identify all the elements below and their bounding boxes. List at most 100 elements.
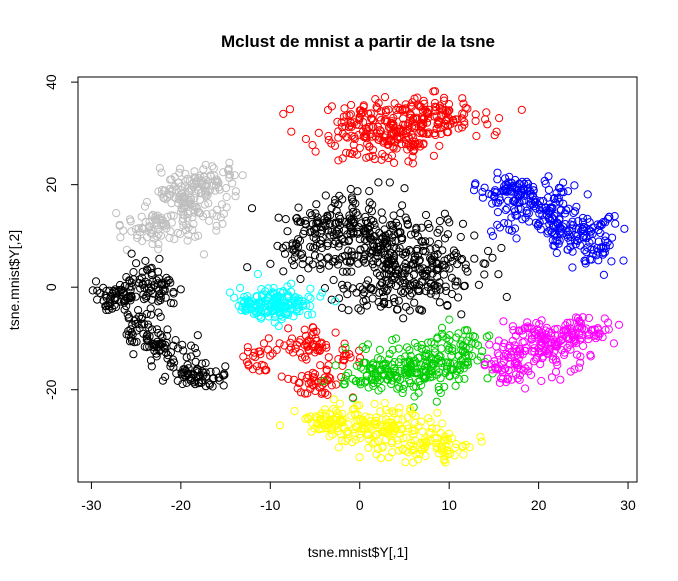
data-point bbox=[441, 282, 450, 291]
cluster-cyan bbox=[225, 269, 340, 331]
data-point bbox=[424, 219, 433, 229]
data-point bbox=[430, 98, 440, 108]
data-point bbox=[112, 209, 121, 218]
data-point bbox=[435, 141, 444, 150]
data-point bbox=[406, 406, 415, 415]
data-point bbox=[310, 244, 320, 253]
data-point bbox=[361, 258, 370, 267]
data-point bbox=[116, 285, 126, 294]
data-point bbox=[619, 256, 628, 265]
data-point bbox=[417, 361, 426, 370]
data-point bbox=[395, 429, 404, 438]
data-point bbox=[155, 163, 164, 173]
data-point bbox=[328, 430, 337, 439]
data-point bbox=[349, 405, 358, 414]
data-point bbox=[387, 275, 396, 284]
data-point bbox=[313, 346, 322, 355]
data-point bbox=[605, 212, 614, 221]
data-point bbox=[457, 114, 466, 123]
data-point bbox=[215, 376, 224, 385]
data-point bbox=[535, 197, 545, 206]
data-point bbox=[406, 351, 415, 360]
data-point bbox=[421, 362, 430, 371]
data-point bbox=[451, 370, 460, 379]
data-point bbox=[532, 318, 541, 328]
data-point bbox=[320, 284, 329, 293]
data-point bbox=[476, 432, 485, 441]
data-point bbox=[556, 375, 565, 384]
data-point bbox=[339, 380, 348, 389]
data-point bbox=[577, 334, 587, 343]
data-point bbox=[442, 441, 451, 450]
data-point bbox=[611, 219, 620, 228]
data-point bbox=[538, 339, 547, 348]
data-point bbox=[439, 270, 448, 279]
data-point bbox=[134, 306, 143, 315]
data-point bbox=[519, 330, 528, 339]
data-point bbox=[219, 381, 228, 390]
data-point bbox=[579, 233, 588, 242]
data-point bbox=[408, 152, 417, 161]
data-point bbox=[374, 298, 383, 307]
data-point bbox=[166, 362, 175, 371]
data-point bbox=[586, 227, 595, 236]
data-point bbox=[365, 187, 374, 196]
data-point bbox=[573, 314, 583, 323]
data-point bbox=[346, 110, 355, 119]
data-point bbox=[149, 281, 158, 290]
data-point bbox=[576, 352, 585, 361]
data-point bbox=[182, 378, 191, 387]
data-point bbox=[349, 394, 358, 403]
data-point bbox=[297, 372, 306, 381]
data-point bbox=[311, 147, 320, 156]
data-point bbox=[340, 104, 349, 113]
data-point bbox=[419, 107, 428, 116]
data-point bbox=[258, 297, 267, 306]
data-point bbox=[537, 376, 546, 386]
data-point bbox=[152, 325, 162, 334]
data-point bbox=[132, 337, 141, 346]
data-point bbox=[225, 170, 234, 179]
data-point bbox=[170, 235, 179, 244]
data-point bbox=[565, 226, 574, 235]
data-point bbox=[158, 333, 167, 342]
data-point bbox=[334, 156, 343, 165]
data-point bbox=[198, 367, 207, 376]
data-point bbox=[553, 360, 562, 370]
data-point bbox=[448, 346, 457, 355]
data-point bbox=[321, 191, 330, 200]
data-point bbox=[556, 335, 566, 344]
data-point bbox=[338, 234, 347, 244]
data-point bbox=[397, 425, 406, 434]
data-point bbox=[165, 233, 174, 242]
data-point bbox=[500, 219, 509, 228]
data-point bbox=[555, 236, 564, 245]
data-point bbox=[214, 178, 223, 187]
data-point bbox=[321, 424, 330, 433]
data-point bbox=[549, 241, 558, 250]
data-point bbox=[170, 182, 179, 191]
data-point bbox=[307, 427, 316, 436]
data-point bbox=[120, 305, 129, 314]
data-point bbox=[320, 378, 329, 387]
data-point bbox=[432, 265, 441, 275]
data-point bbox=[308, 368, 317, 377]
data-point bbox=[494, 336, 503, 345]
data-point bbox=[459, 341, 468, 351]
data-point bbox=[388, 335, 397, 345]
data-point bbox=[401, 458, 410, 467]
data-point bbox=[355, 235, 364, 244]
data-point bbox=[429, 87, 438, 96]
data-point bbox=[566, 242, 575, 251]
data-point bbox=[335, 399, 344, 408]
data-point bbox=[270, 318, 279, 327]
data-point bbox=[394, 415, 403, 424]
data-point bbox=[303, 341, 312, 350]
data-point bbox=[479, 259, 488, 268]
data-point bbox=[582, 234, 591, 243]
data-point bbox=[458, 94, 467, 103]
data-point bbox=[456, 360, 465, 369]
data-point bbox=[344, 219, 353, 228]
data-point bbox=[330, 199, 339, 208]
data-point bbox=[447, 273, 456, 282]
